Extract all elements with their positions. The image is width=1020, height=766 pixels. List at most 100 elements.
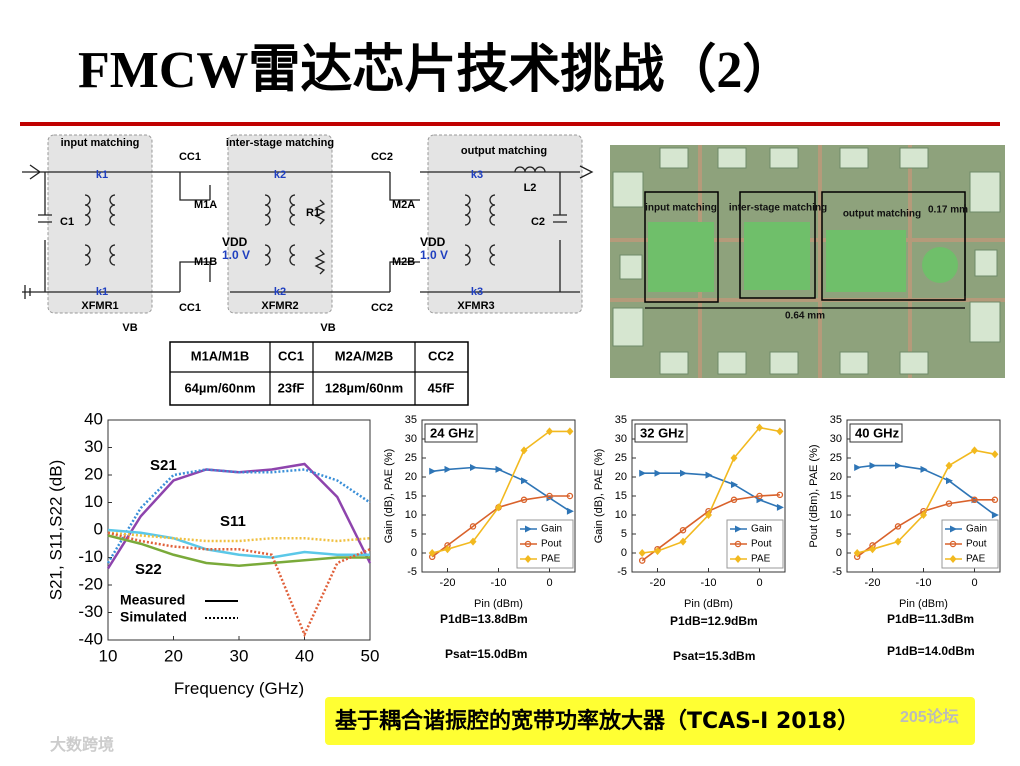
y-tick-label: 10 bbox=[405, 509, 417, 521]
plot-area bbox=[107, 419, 371, 641]
label: C2 bbox=[531, 216, 545, 228]
die-label: inter-stage matching bbox=[729, 203, 827, 214]
x-axis-label: Pin (dBm) bbox=[899, 598, 948, 610]
y-tick-label: 20 bbox=[830, 471, 842, 483]
coil bbox=[744, 222, 810, 290]
y-tick-label: 25 bbox=[405, 452, 417, 464]
x-tick-label: -10 bbox=[701, 577, 717, 589]
marker bbox=[566, 427, 574, 436]
table-cell: 64µm/60nm bbox=[184, 380, 255, 395]
marker bbox=[991, 511, 999, 519]
resistors bbox=[314, 199, 326, 275]
label: M2B bbox=[392, 256, 415, 268]
marker bbox=[949, 555, 957, 563]
marker bbox=[520, 446, 528, 455]
label: CC2 bbox=[371, 302, 393, 314]
table-header: CC2 bbox=[428, 348, 454, 363]
pads bbox=[612, 147, 1001, 375]
die-label: output matching bbox=[843, 209, 921, 220]
marker bbox=[495, 503, 502, 512]
marker bbox=[734, 540, 742, 548]
die-label: 0.17 mm bbox=[928, 205, 968, 216]
marker bbox=[566, 492, 574, 500]
label: k1 bbox=[96, 169, 108, 181]
marker bbox=[869, 462, 877, 470]
legend-label: PAE bbox=[966, 554, 986, 565]
marker bbox=[428, 549, 436, 557]
watermark: 大数跨境 bbox=[50, 735, 114, 754]
legend-label: Gain bbox=[751, 524, 772, 535]
y-tick-label: -5 bbox=[832, 566, 842, 578]
label: XFMR1 bbox=[81, 300, 118, 312]
region bbox=[227, 134, 333, 314]
table-cell: 128µm/60nm bbox=[325, 380, 403, 395]
y-tick-label: 35 bbox=[615, 414, 627, 426]
x-tick-label: 50 bbox=[361, 646, 380, 665]
parameter-table: M1A/M1B CC1 M2A/M2B CC2 64µm/60nm 23fF 1… bbox=[169, 341, 469, 406]
marker bbox=[680, 469, 687, 477]
y-tick-label: 0 bbox=[94, 519, 103, 538]
label: 1.0 V bbox=[222, 248, 250, 262]
y-tick-label: 0 bbox=[621, 547, 627, 559]
marker bbox=[734, 555, 742, 563]
marker bbox=[525, 525, 532, 533]
title-box bbox=[634, 423, 688, 443]
title-rule bbox=[20, 122, 1000, 126]
die-label: 0.64 mm bbox=[785, 311, 825, 322]
x-tick-label: 0 bbox=[756, 577, 762, 589]
y-tick-label: 0 bbox=[836, 547, 842, 559]
schematic: input matching inter-stage matching outp… bbox=[22, 134, 594, 334]
die-label: input matching bbox=[645, 203, 717, 214]
label: k3 bbox=[471, 169, 483, 181]
y-tick-label: -5 bbox=[407, 566, 417, 578]
y-tick-label: 15 bbox=[830, 490, 842, 502]
marker bbox=[524, 555, 532, 563]
label: VDD bbox=[420, 235, 446, 249]
label: C1 bbox=[60, 216, 74, 228]
label: inter-stage matching bbox=[226, 137, 334, 149]
y-tick-label: 10 bbox=[615, 509, 627, 521]
x-tick-label: -10 bbox=[491, 577, 507, 589]
y-tick-label: 30 bbox=[615, 433, 627, 445]
table-rules bbox=[170, 342, 468, 405]
marker bbox=[444, 465, 452, 473]
marker bbox=[869, 545, 876, 554]
marker bbox=[945, 500, 953, 507]
marker bbox=[470, 464, 477, 471]
marker bbox=[654, 547, 661, 556]
marker bbox=[853, 549, 861, 557]
label: M2A bbox=[392, 199, 415, 211]
marker bbox=[546, 427, 553, 436]
marker bbox=[894, 537, 902, 546]
marker bbox=[776, 503, 784, 511]
marker bbox=[971, 446, 978, 455]
marker bbox=[731, 481, 738, 489]
marker bbox=[894, 523, 902, 530]
y-tick-label: 5 bbox=[411, 528, 417, 540]
label: VB bbox=[122, 322, 137, 334]
marker bbox=[444, 545, 451, 554]
outline bbox=[644, 191, 966, 303]
y-tick-label: 35 bbox=[405, 414, 417, 426]
marker bbox=[950, 525, 957, 533]
y-tick-label: 30 bbox=[830, 433, 842, 445]
y-axis-label: Gain (dB), PAE (%) bbox=[593, 449, 605, 544]
label: input matching bbox=[61, 137, 140, 149]
slide-title: FMCW雷达芯片技术挑战（2） bbox=[78, 41, 794, 99]
annotation: P1dB=11.3dBm bbox=[887, 612, 974, 626]
y-tick-label: -10 bbox=[78, 547, 103, 566]
label: 1.0 V bbox=[420, 248, 448, 262]
series-line bbox=[107, 531, 371, 638]
y-tick-label: 15 bbox=[615, 490, 627, 502]
label: VB bbox=[320, 322, 335, 334]
y-tick-label: 0 bbox=[411, 547, 417, 559]
region bbox=[427, 134, 583, 314]
y-tick-label: 25 bbox=[830, 452, 842, 464]
series-line bbox=[107, 534, 370, 568]
marker bbox=[469, 537, 477, 546]
annotation: P1dB=13.8dBm bbox=[440, 612, 528, 626]
label: L2 bbox=[524, 182, 537, 194]
marker bbox=[520, 496, 528, 504]
table-cell: 23fF bbox=[278, 380, 305, 395]
x-tick-label: 30 bbox=[230, 646, 249, 665]
